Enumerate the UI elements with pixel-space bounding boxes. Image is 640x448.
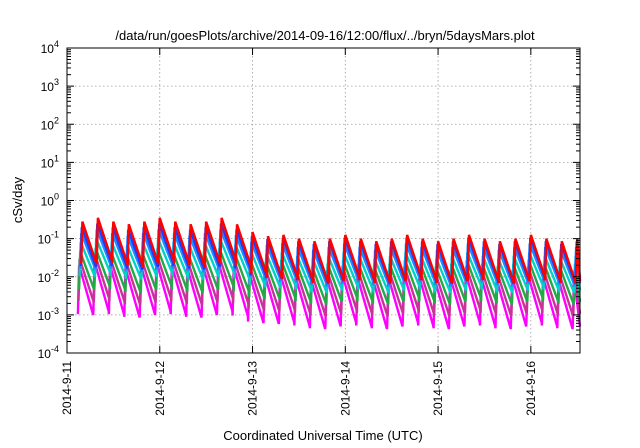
y-tick-label: 10-1 [38,230,59,247]
x-tick-label: 2014-9-16 [524,361,538,416]
y-tick-label: 101 [41,153,59,170]
x-tick-label: 2014-9-12 [153,361,167,416]
y-tick-label: 10-4 [38,344,59,361]
y-axis-label: cSv/day [10,176,25,223]
x-tick-label: 2014-9-13 [246,361,260,416]
y-axis: 10-4 10-3 10-2 10-1 100 101 102 103 104 [38,39,580,361]
y-tick-label: 10-2 [38,268,59,285]
y-tick-label: 10-3 [38,306,59,323]
y-tick-label: 104 [41,39,59,56]
x-tick-label: 2014-9-11 [60,361,74,415]
y-tick-label: 100 [41,192,59,209]
x-tick-label: 2014-9-14 [338,361,352,416]
y-tick-label: 102 [41,115,59,132]
y-tick-label: 103 [41,77,59,94]
x-tick-label: 2014-9-15 [431,361,445,416]
chart-title: /data/run/goesPlots/archive/2014-09-16/1… [115,28,535,43]
series-layer [76,217,582,330]
x-axis-label: Coordinated Universal Time (UTC) [223,428,422,443]
series-line [80,217,582,285]
x-axis: 2014-9-11 2014-9-12 2014-9-13 2014-9-14 2014… [60,48,538,416]
